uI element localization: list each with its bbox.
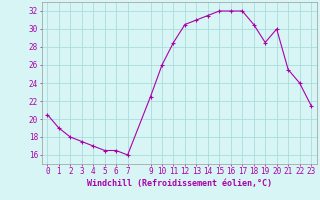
X-axis label: Windchill (Refroidissement éolien,°C): Windchill (Refroidissement éolien,°C) (87, 179, 272, 188)
